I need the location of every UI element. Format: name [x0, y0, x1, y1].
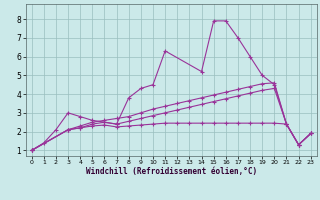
X-axis label: Windchill (Refroidissement éolien,°C): Windchill (Refroidissement éolien,°C): [86, 167, 257, 176]
